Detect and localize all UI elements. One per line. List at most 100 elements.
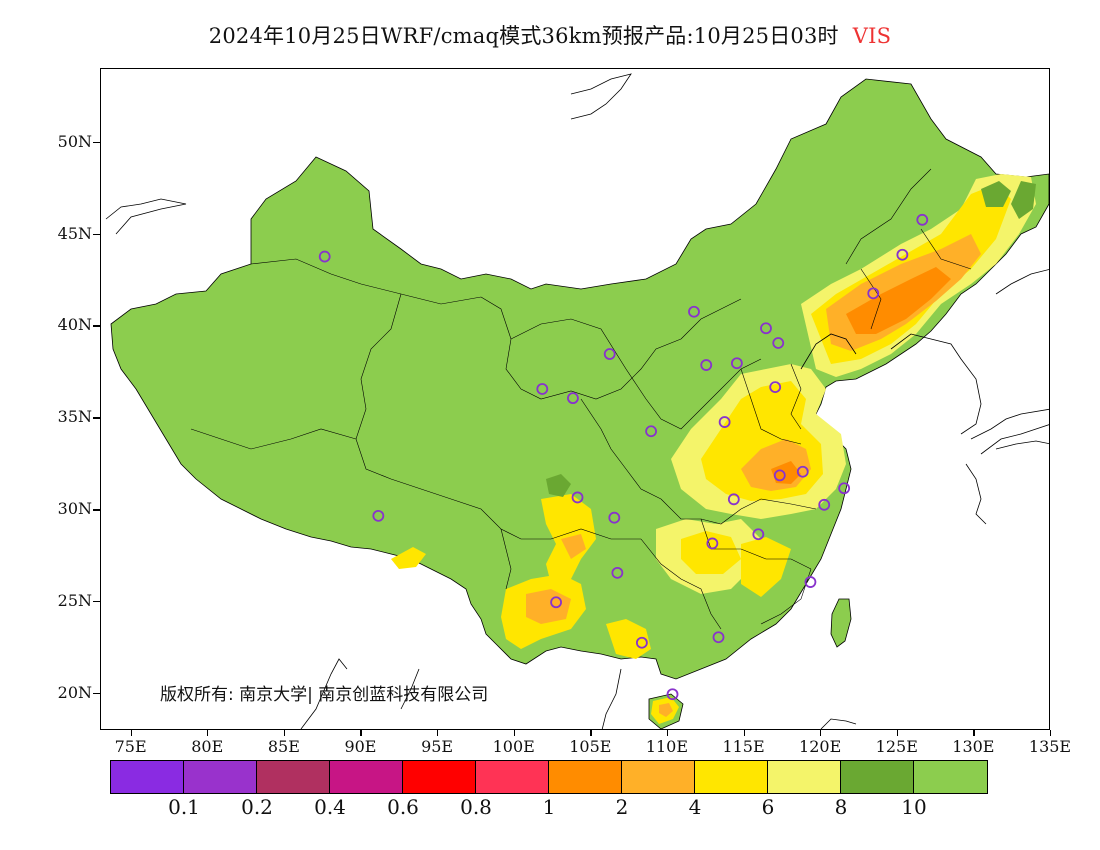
- lon-tick-label: 115E: [722, 737, 765, 756]
- lon-tick-label: 135E: [1028, 737, 1072, 756]
- legend-label: 0.1: [168, 795, 200, 819]
- lon-tick-mark: [820, 730, 822, 736]
- station-marker: [635, 636, 648, 649]
- legend-swatch: [184, 761, 257, 793]
- lon-tick-mark: [1050, 730, 1052, 736]
- legend-label: 0.6: [387, 795, 419, 819]
- lon-tick-label: 105E: [569, 737, 612, 756]
- color-legend: [110, 760, 988, 794]
- station-marker: [773, 469, 786, 482]
- legend-swatch: [768, 761, 841, 793]
- lon-tick-mark: [743, 730, 745, 736]
- legend-swatch: [914, 761, 987, 793]
- station-marker: [645, 425, 657, 438]
- station-marker: [772, 337, 785, 349]
- legend-label: 8: [834, 795, 848, 819]
- station-marker: [760, 322, 772, 335]
- station-marker: [752, 528, 765, 541]
- station-marker: [608, 511, 621, 524]
- map-canvas: [105, 73, 1049, 729]
- land-layer: [110, 78, 1049, 729]
- lon-tick-mark: [973, 730, 975, 736]
- lon-tick-mark: [896, 730, 898, 736]
- lat-tick-mark: [93, 417, 100, 419]
- lat-tick-label: 50N: [57, 131, 92, 151]
- lon-tick-label: 120E: [799, 737, 842, 756]
- legend-swatch: [549, 761, 622, 793]
- legend-swatch: [622, 761, 695, 793]
- lon-tick-mark: [360, 730, 362, 736]
- lat-tick-label: 35N: [57, 407, 92, 427]
- variable-name: VIS: [852, 24, 892, 48]
- foreign-coastlines: [105, 73, 1049, 729]
- china-landmass: [110, 78, 1049, 680]
- legend-label: 4: [688, 795, 702, 819]
- station-marker: [700, 359, 713, 371]
- lat-tick-mark: [93, 693, 100, 695]
- lon-tick-mark: [130, 730, 132, 736]
- lat-tick-mark: [93, 509, 100, 511]
- station-marker: [536, 383, 549, 395]
- lon-tick-label: 100E: [492, 737, 535, 756]
- lon-tick-mark: [207, 730, 209, 736]
- map-panel: [100, 68, 1050, 730]
- legend-swatch: [403, 761, 476, 793]
- legend-swatch: [841, 761, 914, 793]
- station-marker: [769, 381, 782, 394]
- lat-tick-label: 20N: [57, 683, 92, 703]
- lat-tick-mark: [93, 601, 100, 603]
- lon-tick-label: 110E: [645, 737, 689, 756]
- lat-tick-label: 25N: [57, 591, 92, 611]
- station-marker: [804, 576, 817, 588]
- station-marker: [867, 287, 880, 300]
- taiwan-island: [830, 598, 852, 648]
- station-marker: [567, 392, 579, 405]
- lat-tick-mark: [93, 233, 100, 235]
- station-marker: [318, 250, 331, 263]
- legend-label: 2: [615, 795, 629, 819]
- station-marker: [603, 348, 616, 360]
- station-marker: [818, 498, 831, 511]
- station-marker: [916, 213, 929, 226]
- map-title: 2024年10月25日WRF/cmaq模式36km预报产品:10月25日03时 V…: [0, 20, 1100, 50]
- legend-label: 6: [761, 795, 775, 819]
- station-marker: [896, 248, 909, 261]
- legend-swatch: [257, 761, 330, 793]
- lon-tick-mark: [666, 730, 669, 736]
- legend-swatch: [111, 761, 184, 793]
- legend-label: 10: [901, 795, 927, 819]
- station-marker: [796, 465, 809, 478]
- legend-label: 0.8: [460, 795, 492, 819]
- legend-label: 1: [542, 795, 556, 819]
- station-marker: [571, 491, 584, 504]
- legend-swatch: [476, 761, 549, 793]
- lat-tick-label: 45N: [57, 223, 92, 243]
- station-marker: [550, 596, 562, 609]
- lat-tick-label: 40N: [57, 315, 92, 335]
- legend-label: 0.2: [241, 795, 273, 819]
- lon-tick-label: 85E: [267, 737, 300, 756]
- station-marker: [730, 357, 743, 370]
- station-marker: [718, 416, 731, 428]
- copyright-text: 版权所有: 南京大学| 南京创蓝科技有限公司: [160, 685, 489, 705]
- station-markers: [318, 213, 929, 701]
- legend-swatch: [330, 761, 403, 793]
- station-marker: [838, 482, 851, 495]
- lon-tick-label: 125E: [875, 737, 918, 756]
- lon-tick-mark: [283, 730, 286, 736]
- legend-label: 0.4: [314, 795, 346, 819]
- lon-tick-label: 90E: [344, 737, 377, 756]
- map-title-text: 2024年10月25日WRF/cmaq模式36km预报产品:10月25日03时: [208, 24, 839, 48]
- lon-tick-mark: [513, 730, 515, 736]
- lon-tick-label: 80E: [191, 737, 224, 756]
- lat-tick-mark: [93, 141, 100, 143]
- lon-tick-label: 130E: [952, 737, 995, 756]
- lon-tick-mark: [590, 730, 592, 736]
- lat-tick-label: 30N: [57, 499, 92, 519]
- station-marker: [727, 493, 740, 506]
- lon-tick-label: 95E: [421, 737, 454, 756]
- lon-tick-label: 75E: [114, 737, 147, 756]
- station-marker: [666, 688, 679, 701]
- station-marker: [372, 509, 385, 522]
- station-marker: [611, 566, 624, 579]
